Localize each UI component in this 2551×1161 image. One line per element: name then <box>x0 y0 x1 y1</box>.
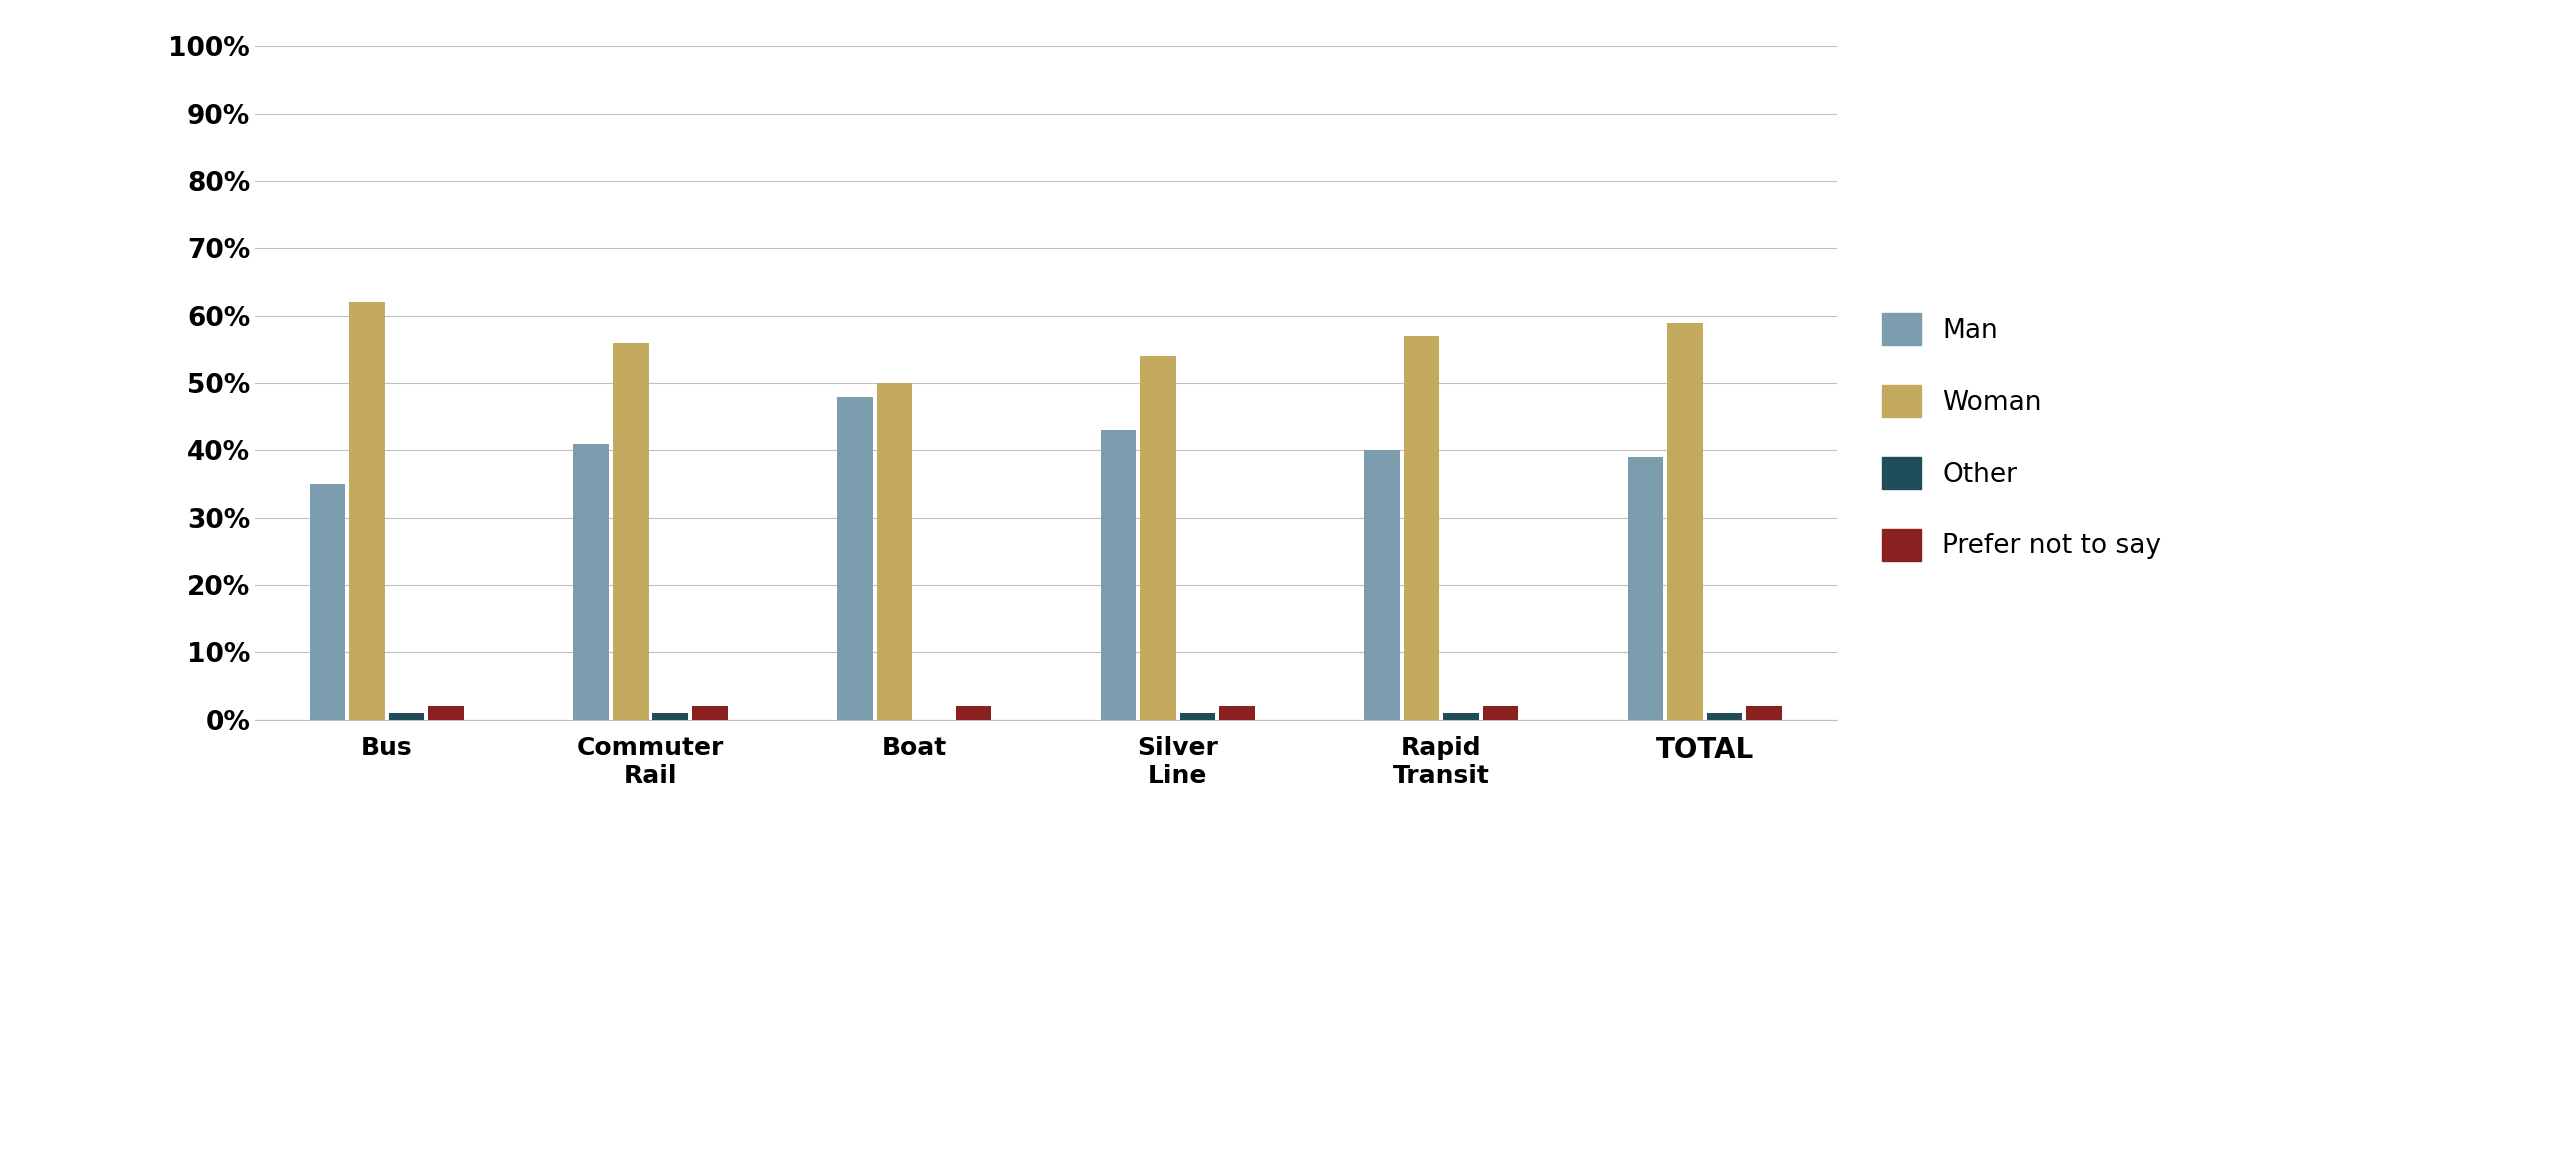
Bar <box>1365 450 1400 720</box>
Bar <box>1482 706 1518 720</box>
Bar <box>1747 706 1783 720</box>
Bar <box>429 706 464 720</box>
Bar <box>1219 706 1255 720</box>
Bar <box>349 302 385 720</box>
Bar <box>1140 356 1176 720</box>
Bar <box>1403 336 1439 720</box>
Legend: Man, Woman, Other, Prefer not to say: Man, Woman, Other, Prefer not to say <box>1883 313 2161 561</box>
Bar <box>612 342 648 720</box>
Bar <box>878 383 913 720</box>
Bar <box>837 397 872 720</box>
Bar <box>1444 713 1480 720</box>
Bar <box>1668 323 1704 720</box>
Bar <box>309 484 344 720</box>
Bar <box>691 706 727 720</box>
Bar <box>957 706 992 720</box>
Bar <box>1628 457 1663 720</box>
Bar <box>653 713 689 720</box>
Bar <box>574 444 610 720</box>
Bar <box>1099 431 1135 720</box>
Bar <box>1179 713 1214 720</box>
Bar <box>388 713 423 720</box>
Bar <box>1707 713 1742 720</box>
